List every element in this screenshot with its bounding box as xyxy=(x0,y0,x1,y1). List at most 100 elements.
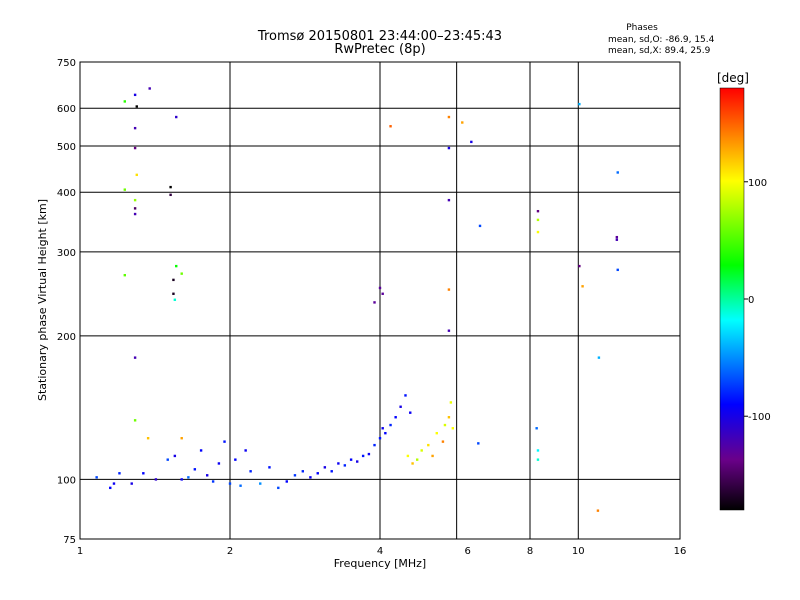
stats-x-line: mean, sd,X: 89.4, 25.9 xyxy=(608,46,711,56)
y-tick-label: 400 xyxy=(57,188,76,199)
data-point xyxy=(173,298,177,301)
data-point xyxy=(133,93,137,97)
data-point xyxy=(217,462,221,465)
y-axis-ticks: 75 100 200 300 400 500 600 750 xyxy=(57,58,76,546)
y-tick-label: 500 xyxy=(57,142,76,153)
colorbar-tick-label: 100 xyxy=(748,178,767,189)
data-points xyxy=(95,87,619,512)
data-point xyxy=(109,486,112,490)
data-point xyxy=(536,449,540,452)
data-point xyxy=(123,100,126,103)
data-point xyxy=(112,482,116,485)
y-tick-label: 300 xyxy=(57,248,76,259)
data-point xyxy=(415,458,419,461)
data-point xyxy=(409,411,412,414)
data-point xyxy=(133,356,137,359)
data-point xyxy=(578,102,581,106)
data-point xyxy=(394,416,397,419)
data-point xyxy=(406,454,410,458)
colorbar-tick-label: 0 xyxy=(748,295,754,306)
data-point xyxy=(133,419,137,422)
data-point xyxy=(228,482,232,485)
data-point xyxy=(411,462,414,465)
data-point xyxy=(378,286,382,290)
data-point xyxy=(135,105,138,108)
data-point xyxy=(123,188,126,191)
data-point xyxy=(478,224,482,228)
data-point xyxy=(148,87,151,90)
data-point xyxy=(244,449,247,452)
data-point xyxy=(142,472,145,475)
data-point xyxy=(441,440,445,443)
data-point xyxy=(615,238,619,241)
x-tick-label: 10 xyxy=(572,546,585,557)
data-point xyxy=(536,218,540,222)
data-point xyxy=(597,356,601,359)
data-point xyxy=(447,198,451,202)
x-axis-label: Frequency [MHz] xyxy=(334,557,426,570)
data-point xyxy=(173,454,177,458)
data-point xyxy=(447,146,451,150)
data-point xyxy=(616,171,619,174)
data-point xyxy=(536,209,540,213)
data-point xyxy=(180,437,183,440)
data-point xyxy=(135,173,138,177)
data-point xyxy=(427,443,430,447)
data-point xyxy=(431,454,434,458)
data-point xyxy=(470,140,473,144)
data-point xyxy=(435,431,438,435)
colorbar-ticks: 100 0 -100 xyxy=(744,178,771,423)
data-point xyxy=(249,470,252,473)
data-point xyxy=(535,427,538,430)
data-point xyxy=(123,273,126,277)
data-point xyxy=(461,121,464,124)
colorbar xyxy=(719,87,745,511)
data-point xyxy=(154,478,158,481)
data-point xyxy=(239,484,242,487)
data-point xyxy=(447,329,451,332)
data-point xyxy=(234,458,237,461)
data-point xyxy=(180,272,183,275)
data-point xyxy=(451,427,455,430)
chart-subtitle: RwPretec (8p) xyxy=(334,42,425,57)
data-point xyxy=(389,125,392,128)
data-point xyxy=(268,466,271,469)
data-point xyxy=(193,468,197,471)
stats-title: Phases xyxy=(626,23,658,33)
data-point xyxy=(337,462,340,465)
x-tick-label: 6 xyxy=(465,546,471,557)
data-point xyxy=(615,235,619,239)
data-point xyxy=(389,423,392,427)
stats-o-line: mean, sd,O: -86.9, 15.4 xyxy=(608,35,715,45)
data-point xyxy=(166,458,169,461)
grid-lines xyxy=(80,62,680,539)
data-point xyxy=(373,301,376,304)
data-point xyxy=(578,264,581,268)
data-point xyxy=(130,482,133,485)
data-point xyxy=(616,268,619,272)
data-point xyxy=(175,264,178,268)
x-tick-label: 4 xyxy=(377,546,383,557)
data-point xyxy=(172,292,175,295)
data-point xyxy=(309,476,312,479)
data-point xyxy=(223,440,226,443)
data-point xyxy=(133,146,137,150)
data-point xyxy=(293,474,297,477)
data-point xyxy=(133,126,137,130)
data-point xyxy=(447,115,451,119)
data-point xyxy=(443,423,447,427)
data-point xyxy=(404,394,407,397)
y-tick-label: 75 xyxy=(63,535,76,546)
data-point xyxy=(316,472,319,475)
data-point xyxy=(536,230,540,234)
data-point xyxy=(381,427,384,430)
data-point xyxy=(330,470,333,473)
colorbar-tick-label: -100 xyxy=(748,412,771,423)
data-point xyxy=(277,486,280,490)
data-point xyxy=(477,442,480,445)
data-point xyxy=(169,193,172,197)
data-point xyxy=(301,470,305,473)
x-axis-ticks: 1 2 4 6 8 10 16 xyxy=(77,546,687,557)
data-point xyxy=(169,185,172,189)
